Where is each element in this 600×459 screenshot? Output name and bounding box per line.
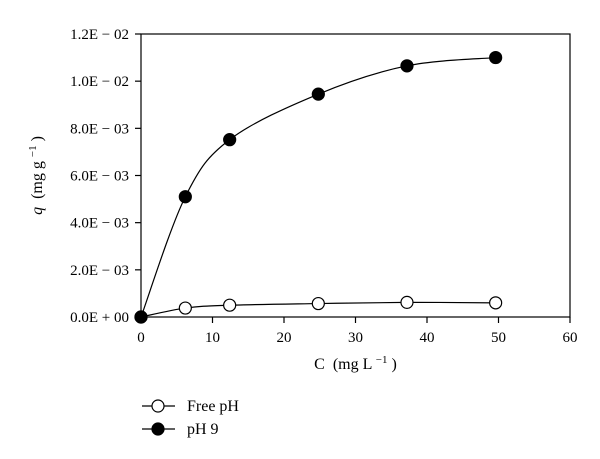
- x-tick-label: 30: [348, 330, 363, 346]
- y-axis-title-main: q: [29, 207, 46, 215]
- x-tick-label: 60: [563, 330, 578, 346]
- x-axis-title-unit: (mg L: [333, 356, 372, 373]
- y-axis-title-unit: (mg g: [29, 161, 46, 199]
- data-point-ph9: [400, 59, 414, 73]
- x-axis-title-main: C: [314, 356, 325, 373]
- y-tick-label: 6.0E − 03: [70, 169, 129, 185]
- y-tick-label: 1.2E − 02: [70, 27, 129, 43]
- data-point-ph9: [311, 87, 325, 101]
- data-point-ph9: [489, 50, 503, 65]
- x-tick-label: 0: [137, 330, 145, 346]
- y-tick-label: 4.0E − 03: [70, 216, 129, 232]
- x-axis-title-unit-sup: −1: [376, 354, 388, 366]
- x-tick-label: 40: [420, 330, 435, 346]
- data-point-ph9: [178, 190, 192, 204]
- data-point-free-ph: [489, 296, 503, 310]
- x-axis-title-unit-end: ): [392, 356, 397, 373]
- y-tick-label: 0.0E + 00: [70, 310, 129, 326]
- y-tick-label: 2.0E − 03: [70, 263, 129, 279]
- x-axis-title: C (mg L −1 ): [314, 354, 397, 373]
- x-tick-label: 50: [491, 330, 506, 346]
- legend-marker-free-ph: [151, 399, 165, 413]
- legend-item-free-ph: Free pH: [142, 398, 239, 415]
- x-tick-label: 20: [277, 330, 292, 346]
- data-point-free-ph: [178, 301, 192, 315]
- legend-label-ph9: pH 9: [187, 421, 219, 438]
- plot-frame: [140, 33, 571, 318]
- y-axis-title-unit-sup: −1: [27, 145, 39, 157]
- y-axis-title: q (mg g −1 ): [27, 136, 46, 215]
- y-tick-label: 8.0E − 03: [70, 121, 129, 137]
- legend-marker-ph9: [151, 422, 165, 436]
- legend-label-free-ph: Free pH: [187, 398, 239, 415]
- data-point-ph9: [223, 133, 237, 147]
- y-axis-title-unit-end: ): [29, 136, 46, 141]
- x-tick-label: 10: [205, 330, 220, 346]
- data-point-free-ph: [311, 296, 325, 311]
- y-tick-label: 1.0E − 02: [70, 74, 129, 90]
- legend: Free pH pH 9: [142, 398, 239, 438]
- data-point-free-ph: [223, 298, 237, 312]
- legend-item-ph9: pH 9: [142, 421, 219, 438]
- data-point-free-ph: [400, 295, 414, 309]
- data-point-ph9: [134, 310, 148, 324]
